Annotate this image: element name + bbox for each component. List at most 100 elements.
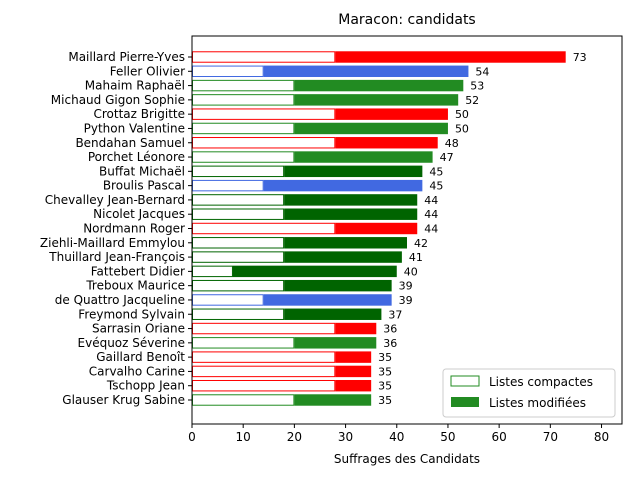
bar-compactes bbox=[192, 394, 295, 406]
x-axis-label: Suffrages des Candidats bbox=[334, 452, 480, 466]
bar-compactes bbox=[192, 51, 336, 63]
bar-modifiees bbox=[284, 251, 402, 263]
bar-compactes bbox=[192, 94, 295, 106]
y-tick-label: Chevalley Jean-Bernard bbox=[45, 193, 185, 207]
x-tick-label: 50 bbox=[440, 430, 455, 444]
y-tick-label: Feller Olivier bbox=[110, 64, 185, 78]
data-label: 42 bbox=[414, 237, 428, 250]
legend-label-compactes: Listes compactes bbox=[489, 375, 593, 389]
y-tick-label: Treboux Maurice bbox=[85, 279, 185, 293]
x-tick-label: 10 bbox=[236, 430, 251, 444]
x-tick-label: 40 bbox=[389, 430, 404, 444]
bar-compactes bbox=[192, 137, 336, 149]
bar-compactes bbox=[192, 379, 336, 392]
bar-modifiees bbox=[284, 279, 392, 292]
bar-modifiees bbox=[294, 79, 464, 92]
x-tick-label: 70 bbox=[543, 430, 558, 444]
bar-modifiees bbox=[335, 365, 372, 378]
data-label: 35 bbox=[378, 394, 392, 407]
bar-modifiees bbox=[232, 265, 397, 278]
data-label: 45 bbox=[429, 180, 443, 193]
bar-compactes bbox=[192, 294, 264, 306]
bar-compactes bbox=[192, 194, 285, 206]
y-tick-label: Nicolet Jacques bbox=[93, 207, 185, 221]
y-tick-label: Freymond Sylvain bbox=[78, 307, 185, 321]
bar-compactes bbox=[192, 179, 264, 192]
y-tick-label: Nordmann Roger bbox=[83, 222, 185, 236]
data-label: 37 bbox=[388, 308, 402, 321]
y-tick-label: Carvalho Carine bbox=[89, 364, 185, 378]
bar-compactes bbox=[192, 165, 285, 178]
data-label: 35 bbox=[378, 351, 392, 364]
bar-compactes bbox=[192, 251, 285, 263]
bar-modifiees bbox=[284, 165, 423, 178]
data-label: 44 bbox=[424, 223, 438, 236]
y-tick-label: Michaud Gigon Sophie bbox=[51, 93, 185, 107]
x-tick-label: 80 bbox=[594, 430, 609, 444]
data-label: 41 bbox=[409, 251, 423, 264]
bar-modifiees bbox=[294, 94, 459, 106]
bar-compactes bbox=[192, 79, 295, 92]
legend-label-modifiees: Listes modifiées bbox=[489, 396, 586, 410]
bar-compactes bbox=[192, 151, 295, 163]
data-label: 36 bbox=[383, 337, 397, 350]
bar-modifiees bbox=[284, 194, 418, 206]
bar-modifiees bbox=[263, 65, 469, 78]
data-label: 35 bbox=[378, 380, 392, 393]
data-label: 44 bbox=[424, 208, 438, 221]
bar-modifiees bbox=[263, 294, 392, 306]
bar-compactes bbox=[192, 237, 285, 249]
bar-modifiees bbox=[294, 394, 372, 406]
bar-compactes bbox=[192, 279, 285, 292]
plot-frame bbox=[191, 35, 623, 425]
bar-modifiees bbox=[294, 122, 448, 135]
chart-title: Maracon: candidats bbox=[338, 12, 475, 28]
bar-modifiees bbox=[284, 237, 407, 249]
legend-box bbox=[442, 368, 616, 418]
bar-compactes bbox=[192, 351, 336, 363]
bar-modifiees bbox=[335, 108, 448, 120]
y-tick-label: Fattebert Didier bbox=[91, 264, 185, 278]
y-tick-label: Mahaim Raphaël bbox=[85, 79, 185, 93]
y-tick-label: Tschopp Jean bbox=[106, 379, 185, 393]
y-tick-label: Gaillard Benoît bbox=[96, 350, 185, 364]
y-tick-label: Thuillard Jean-François bbox=[48, 250, 185, 264]
data-label: 48 bbox=[445, 137, 459, 150]
bar-modifiees bbox=[335, 51, 566, 63]
bar-compactes bbox=[192, 108, 336, 120]
value-labels: 7354535250504847454544444442414039393736… bbox=[378, 51, 587, 407]
data-label: 53 bbox=[470, 80, 484, 93]
y-tick-label: de Quattro Jacqueline bbox=[55, 293, 185, 307]
bar-modifiees bbox=[284, 308, 382, 320]
data-label: 47 bbox=[440, 151, 454, 164]
bar-modifiees bbox=[335, 322, 377, 335]
data-label: 39 bbox=[399, 294, 413, 307]
bar-compactes bbox=[192, 265, 233, 278]
data-label: 54 bbox=[475, 65, 489, 78]
data-label: 40 bbox=[404, 265, 418, 278]
data-label: 44 bbox=[424, 194, 438, 207]
data-label: 35 bbox=[378, 365, 392, 378]
x-tick-label: 30 bbox=[338, 430, 353, 444]
legend-swatch-compactes bbox=[450, 375, 480, 387]
data-label: 45 bbox=[429, 165, 443, 178]
y-tick-label: Bendahan Samuel bbox=[75, 136, 185, 150]
y-tick-label: Sarrasin Oriane bbox=[92, 322, 185, 336]
bar-modifiees bbox=[335, 222, 418, 235]
y-tick-label: Porchet Léonore bbox=[88, 150, 185, 164]
bar-compactes bbox=[192, 322, 336, 335]
bar-modifiees bbox=[335, 351, 372, 363]
data-label: 39 bbox=[399, 280, 413, 293]
data-label: 50 bbox=[455, 122, 469, 135]
bar-modifiees bbox=[335, 379, 372, 392]
bar-compactes bbox=[192, 308, 285, 320]
data-label: 52 bbox=[465, 94, 479, 107]
bar-modifiees bbox=[284, 208, 418, 220]
bar-compactes bbox=[192, 65, 264, 78]
legend-swatch-modifiees bbox=[451, 397, 479, 407]
y-tick-label: Maillard Pierre-Yves bbox=[68, 50, 185, 64]
bar-modifiees bbox=[335, 137, 438, 149]
bar-compactes bbox=[192, 337, 295, 349]
x-tick-label: 20 bbox=[287, 430, 302, 444]
